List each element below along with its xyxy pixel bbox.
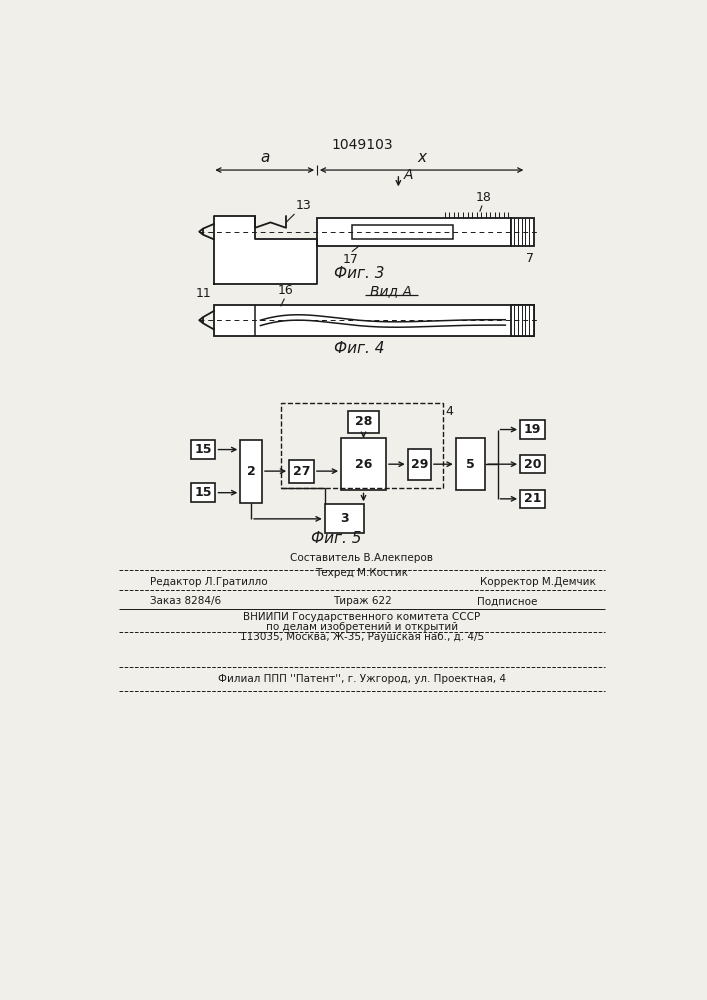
Bar — [289, 460, 314, 483]
Text: 4: 4 — [445, 405, 453, 418]
Text: Редактор Л.Гратилло: Редактор Л.Гратилло — [151, 577, 268, 587]
Text: 5: 5 — [466, 458, 475, 471]
Text: 7: 7 — [526, 252, 534, 265]
Text: Корректор М.Демчик: Корректор М.Демчик — [480, 577, 596, 587]
Text: 15: 15 — [194, 486, 212, 499]
Bar — [520, 420, 545, 439]
Bar — [520, 455, 545, 473]
Text: 13: 13 — [296, 199, 312, 212]
Text: 2: 2 — [247, 465, 255, 478]
Text: A: A — [404, 168, 414, 182]
Polygon shape — [214, 216, 317, 284]
Text: по делам изобретений и открытий: по делам изобретений и открытий — [266, 622, 458, 632]
Bar — [341, 438, 386, 490]
Text: a: a — [260, 150, 270, 165]
Bar — [214, 305, 534, 336]
Text: x: x — [417, 150, 426, 165]
Text: Составитель В.Алекперов: Составитель В.Алекперов — [291, 553, 433, 563]
Text: Филиал ППП ''Патент'', г. Ужгород, ул. Проектная, 4: Филиал ППП ''Патент'', г. Ужгород, ул. П… — [218, 674, 506, 684]
Text: Вид A: Вид A — [370, 284, 411, 298]
Bar — [520, 490, 545, 508]
Text: Фиг. 3: Фиг. 3 — [334, 266, 385, 282]
Text: 18: 18 — [476, 191, 491, 204]
Text: Подписное: Подписное — [477, 596, 538, 606]
Text: 113035, Москва, Ж-35, Раушская наб., д. 4/5: 113035, Москва, Ж-35, Раушская наб., д. … — [240, 632, 484, 642]
Text: 19: 19 — [524, 423, 541, 436]
Bar — [510, 218, 534, 246]
Bar — [191, 440, 216, 459]
Text: 21: 21 — [524, 492, 541, 505]
Bar — [352, 225, 452, 239]
Bar — [510, 305, 534, 336]
Bar — [240, 440, 262, 503]
Text: 26: 26 — [355, 458, 372, 471]
Text: Техред М.Костик: Техред М.Костик — [315, 568, 409, 578]
Text: 15: 15 — [194, 443, 212, 456]
Text: Заказ 8284/6: Заказ 8284/6 — [151, 596, 221, 606]
Text: 28: 28 — [355, 415, 372, 428]
Text: Фиг. 4: Фиг. 4 — [334, 341, 385, 356]
Text: 27: 27 — [293, 465, 310, 478]
Text: ВНИИПИ Государственного комитета СССР: ВНИИПИ Государственного комитета СССР — [243, 612, 481, 622]
Text: 11: 11 — [195, 287, 211, 300]
Bar — [348, 411, 379, 433]
Bar — [456, 438, 485, 490]
Bar — [408, 449, 431, 480]
Text: 1049103: 1049103 — [331, 138, 393, 152]
Text: 16: 16 — [278, 284, 294, 297]
Text: Фиг. 5: Фиг. 5 — [311, 531, 361, 546]
Text: Тираж 622: Тираж 622 — [332, 596, 392, 606]
Text: 20: 20 — [524, 458, 541, 471]
Text: 29: 29 — [411, 458, 428, 471]
Bar — [325, 504, 363, 533]
Text: 3: 3 — [340, 512, 349, 525]
Bar — [317, 218, 510, 246]
Bar — [191, 483, 216, 502]
Text: 17: 17 — [342, 253, 358, 266]
